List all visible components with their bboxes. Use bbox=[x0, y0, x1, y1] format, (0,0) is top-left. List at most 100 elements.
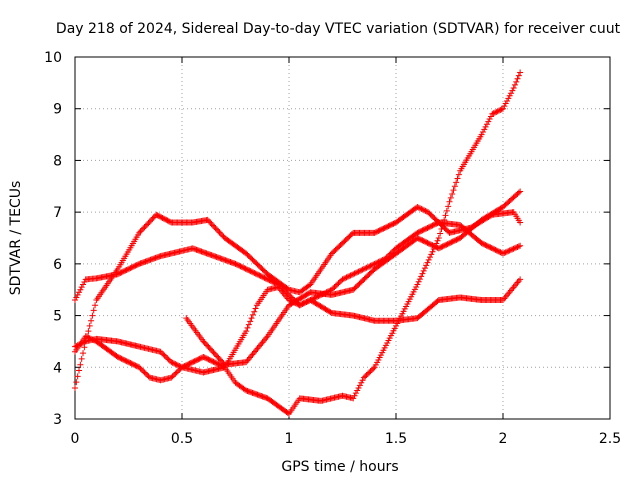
y-tick-label: 4 bbox=[53, 360, 62, 376]
data-point bbox=[450, 238, 457, 245]
data-point bbox=[167, 218, 174, 225]
data-point bbox=[382, 224, 389, 231]
data-point bbox=[181, 363, 188, 370]
data-point bbox=[495, 107, 502, 114]
data-point bbox=[232, 260, 239, 267]
data-point bbox=[206, 345, 213, 352]
data-point bbox=[368, 262, 375, 269]
data-point bbox=[249, 311, 256, 318]
data-point bbox=[173, 369, 180, 376]
data-point bbox=[481, 126, 488, 133]
data-point bbox=[414, 235, 421, 241]
data-point bbox=[380, 225, 387, 232]
data-point bbox=[247, 318, 254, 325]
data-point bbox=[124, 266, 131, 273]
data-point bbox=[515, 189, 522, 196]
data-point bbox=[332, 282, 339, 289]
x-tick-label: 0.5 bbox=[171, 431, 193, 447]
data-point bbox=[209, 358, 216, 365]
data-point bbox=[449, 191, 456, 198]
y-tick-label: 6 bbox=[53, 257, 62, 273]
data-point bbox=[384, 223, 391, 230]
data-point bbox=[505, 95, 512, 102]
data-point bbox=[86, 322, 93, 329]
data-point bbox=[244, 324, 251, 331]
y-tick-label: 9 bbox=[53, 102, 62, 118]
data-point bbox=[81, 278, 88, 285]
data-point bbox=[310, 295, 317, 302]
y-tick-labels: 3 4 5 6 7 8 9 10 bbox=[44, 50, 62, 428]
data-point bbox=[207, 346, 214, 353]
data-point bbox=[85, 328, 92, 335]
data-point bbox=[509, 87, 516, 94]
data-point bbox=[505, 248, 512, 255]
data-point bbox=[368, 366, 375, 373]
data-point bbox=[434, 298, 441, 305]
data-point bbox=[174, 362, 181, 369]
data-point bbox=[449, 238, 456, 245]
data-point bbox=[116, 270, 123, 277]
data-point bbox=[219, 358, 226, 365]
data-point bbox=[200, 338, 207, 345]
x-axis-label: GPS time / hours bbox=[281, 459, 398, 475]
data-point bbox=[389, 221, 396, 228]
data-point bbox=[286, 297, 292, 304]
data-point bbox=[442, 242, 449, 249]
data-point bbox=[479, 240, 486, 247]
axis-ticks bbox=[74, 56, 611, 420]
data-point bbox=[133, 363, 140, 370]
series-sat-d bbox=[72, 69, 524, 417]
data-point bbox=[415, 229, 422, 236]
data-point bbox=[142, 370, 149, 377]
data-point bbox=[298, 301, 305, 308]
data-point bbox=[386, 222, 393, 229]
data-point bbox=[127, 360, 134, 367]
series-sat-e bbox=[183, 188, 524, 368]
data-point bbox=[170, 360, 177, 367]
data-point bbox=[416, 228, 423, 235]
data-point bbox=[210, 358, 217, 365]
data-point bbox=[489, 110, 496, 117]
data-point bbox=[206, 356, 213, 363]
data-point bbox=[423, 239, 430, 246]
data-point bbox=[74, 373, 81, 380]
data-point bbox=[140, 368, 147, 375]
series-sat-a bbox=[72, 203, 524, 391]
data-point bbox=[497, 249, 504, 256]
data-point bbox=[211, 223, 218, 230]
data-point bbox=[517, 276, 524, 283]
data-point bbox=[121, 268, 128, 275]
data-point bbox=[77, 286, 84, 293]
data-point bbox=[517, 242, 524, 249]
data-point bbox=[481, 241, 488, 248]
data-point bbox=[443, 207, 450, 214]
data-point bbox=[420, 238, 427, 245]
data-point bbox=[137, 365, 144, 372]
data-point bbox=[491, 246, 498, 253]
data-point bbox=[367, 368, 374, 375]
data-point bbox=[141, 369, 148, 376]
data-point bbox=[212, 352, 219, 359]
data-point bbox=[497, 107, 504, 114]
data-point bbox=[265, 276, 272, 283]
data-point bbox=[251, 269, 258, 276]
data-point bbox=[123, 266, 130, 273]
data-point bbox=[510, 85, 517, 92]
data-point bbox=[419, 270, 426, 277]
data-point bbox=[237, 263, 244, 270]
data-point bbox=[248, 268, 255, 275]
data-point bbox=[507, 246, 514, 253]
data-point bbox=[72, 343, 78, 350]
data-point bbox=[327, 309, 334, 316]
data-point bbox=[141, 224, 148, 231]
data-point bbox=[420, 267, 427, 274]
data-point bbox=[146, 218, 153, 225]
data-point bbox=[170, 372, 177, 379]
data-point bbox=[418, 236, 425, 243]
data-point bbox=[204, 216, 211, 223]
data-point bbox=[184, 361, 191, 368]
data-point bbox=[513, 244, 520, 251]
data-point bbox=[118, 269, 125, 276]
data-point bbox=[420, 226, 427, 233]
